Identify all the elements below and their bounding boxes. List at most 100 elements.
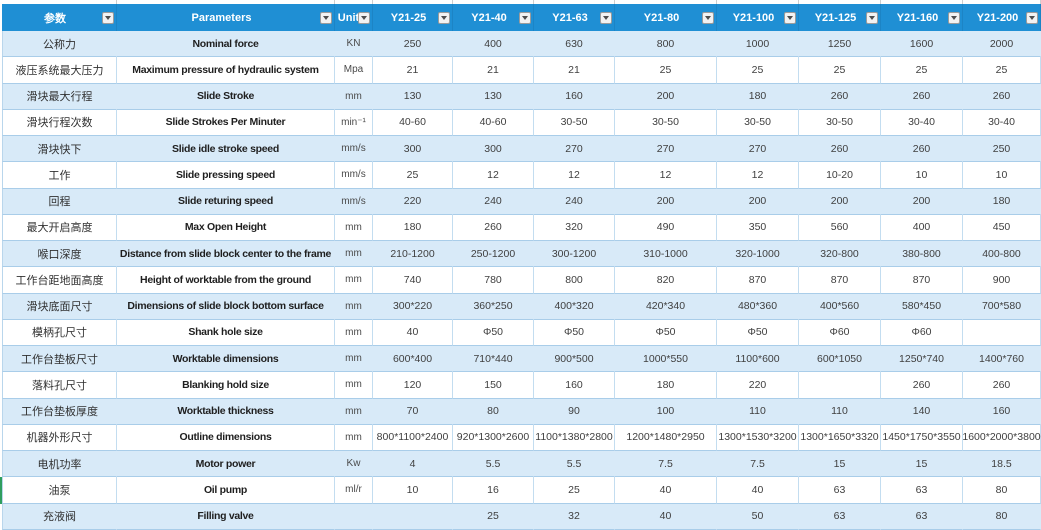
value-cell[interactable]: 450 (963, 214, 1041, 241)
unit-cell[interactable]: mm (335, 83, 373, 110)
value-cell[interactable]: 7.5 (615, 451, 717, 478)
unit-cell[interactable]: mm/s (335, 162, 373, 189)
param-cn-cell[interactable]: 滑块快下 (2, 136, 117, 163)
value-cell[interactable]: 260 (881, 83, 963, 110)
value-cell[interactable]: 160 (534, 83, 615, 110)
value-cell[interactable]: 10 (963, 162, 1041, 189)
param-en-cell[interactable]: Worktable dimensions (117, 346, 335, 373)
value-cell[interactable]: 1600 (881, 31, 963, 58)
value-cell[interactable]: 30-50 (799, 109, 881, 136)
value-cell[interactable]: Φ60 (799, 319, 881, 346)
param-en-cell[interactable]: Nominal force (117, 31, 335, 58)
param-en-cell[interactable]: Slide returing speed (117, 188, 335, 215)
unit-cell[interactable]: mm (335, 319, 373, 346)
value-cell[interactable]: 180 (963, 188, 1041, 215)
value-cell[interactable]: 130 (453, 83, 534, 110)
value-cell[interactable]: 40-60 (453, 109, 534, 136)
value-cell[interactable]: 80 (963, 477, 1041, 504)
unit-cell[interactable]: KN (335, 31, 373, 58)
unit-cell[interactable]: mm/s (335, 136, 373, 163)
value-cell[interactable]: 10 (881, 162, 963, 189)
header-cell-y21-200[interactable]: Y21-200 (963, 4, 1041, 31)
value-cell[interactable]: 900 (963, 267, 1041, 294)
value-cell[interactable]: 1000*550 (615, 346, 717, 373)
value-cell[interactable] (373, 503, 453, 530)
param-cn-cell[interactable]: 工作台距地面高度 (2, 267, 117, 294)
value-cell[interactable]: 40 (717, 477, 799, 504)
value-cell[interactable]: 300 (453, 136, 534, 163)
value-cell[interactable]: 260 (453, 214, 534, 241)
param-cn-cell[interactable]: 回程 (2, 188, 117, 215)
header-cell-parameters-en[interactable]: Parameters (117, 4, 335, 31)
value-cell[interactable]: 200 (717, 188, 799, 215)
filter-dropdown-icon[interactable] (948, 11, 960, 24)
value-cell[interactable]: 12 (453, 162, 534, 189)
value-cell[interactable]: 400*320 (534, 293, 615, 320)
param-en-cell[interactable]: Maximum pressure of hydraulic system (117, 57, 335, 84)
unit-cell[interactable]: min⁻¹ (335, 109, 373, 136)
filter-dropdown-icon[interactable] (102, 11, 114, 24)
value-cell[interactable]: 25 (453, 503, 534, 530)
value-cell[interactable]: 220 (373, 188, 453, 215)
value-cell[interactable]: 1250*740 (881, 346, 963, 373)
value-cell[interactable]: 600*400 (373, 346, 453, 373)
value-cell[interactable]: 320-800 (799, 241, 881, 268)
value-cell[interactable]: Φ50 (534, 319, 615, 346)
unit-cell[interactable]: mm (335, 372, 373, 399)
value-cell[interactable]: 1100*1380*2800 (534, 424, 615, 451)
value-cell[interactable]: 870 (881, 267, 963, 294)
value-cell[interactable]: 1100*600 (717, 346, 799, 373)
unit-cell[interactable]: mm/s (335, 188, 373, 215)
value-cell[interactable]: 110 (717, 398, 799, 425)
value-cell[interactable]: 870 (717, 267, 799, 294)
param-cn-cell[interactable]: 电机功率 (2, 451, 117, 478)
value-cell[interactable]: 200 (615, 83, 717, 110)
value-cell[interactable]: 30-50 (534, 109, 615, 136)
value-cell[interactable]: Φ50 (615, 319, 717, 346)
filter-dropdown-icon[interactable] (600, 11, 612, 24)
value-cell[interactable]: 400 (453, 31, 534, 58)
param-en-cell[interactable]: Oil pump (117, 477, 335, 504)
value-cell[interactable]: 130 (373, 83, 453, 110)
value-cell[interactable]: 1600*2000*3800 (962, 424, 1041, 451)
value-cell[interactable]: 140 (881, 398, 963, 425)
header-cell-y21-80[interactable]: Y21-80 (615, 4, 717, 31)
filter-dropdown-icon[interactable] (784, 11, 796, 24)
filter-dropdown-icon[interactable] (320, 11, 332, 24)
value-cell[interactable]: 580*450 (881, 293, 963, 320)
value-cell[interactable]: 800 (534, 267, 615, 294)
value-cell[interactable]: 21 (453, 57, 534, 84)
value-cell[interactable]: 40-60 (373, 109, 453, 136)
value-cell[interactable]: 800*1100*2400 (373, 424, 453, 451)
value-cell[interactable]: 7.5 (717, 451, 799, 478)
param-cn-cell[interactable]: 落料孔尺寸 (2, 372, 117, 399)
param-en-cell[interactable]: Height of worktable from the ground (117, 267, 335, 294)
value-cell[interactable] (963, 319, 1041, 346)
header-cell-y21-40[interactable]: Y21-40 (453, 4, 534, 31)
value-cell[interactable]: 400 (881, 214, 963, 241)
unit-cell[interactable]: Kw (335, 451, 373, 478)
value-cell[interactable]: 40 (615, 503, 717, 530)
value-cell[interactable]: 50 (717, 503, 799, 530)
value-cell[interactable]: 16 (453, 477, 534, 504)
param-en-cell[interactable]: Filling valve (117, 503, 335, 530)
filter-dropdown-icon[interactable] (438, 11, 450, 24)
param-cn-cell[interactable]: 滑块行程次数 (2, 109, 117, 136)
value-cell[interactable]: 700*580 (963, 293, 1041, 320)
value-cell[interactable]: 320-1000 (717, 241, 799, 268)
value-cell[interactable]: 25 (881, 57, 963, 84)
value-cell[interactable]: 600*1050 (799, 346, 881, 373)
value-cell[interactable]: 90 (534, 398, 615, 425)
value-cell[interactable]: 180 (717, 83, 799, 110)
value-cell[interactable]: 260 (799, 83, 881, 110)
value-cell[interactable]: 2000 (963, 31, 1041, 58)
value-cell[interactable]: 360*250 (453, 293, 534, 320)
unit-cell[interactable]: Mpa (335, 57, 373, 84)
value-cell[interactable]: 270 (615, 136, 717, 163)
value-cell[interactable]: 260 (963, 372, 1041, 399)
param-en-cell[interactable]: Distance from slide block center to the … (117, 241, 335, 268)
value-cell[interactable]: 270 (717, 136, 799, 163)
value-cell[interactable]: 63 (799, 503, 881, 530)
value-cell[interactable]: 210-1200 (373, 241, 453, 268)
param-cn-cell[interactable]: 滑块最大行程 (2, 83, 117, 110)
